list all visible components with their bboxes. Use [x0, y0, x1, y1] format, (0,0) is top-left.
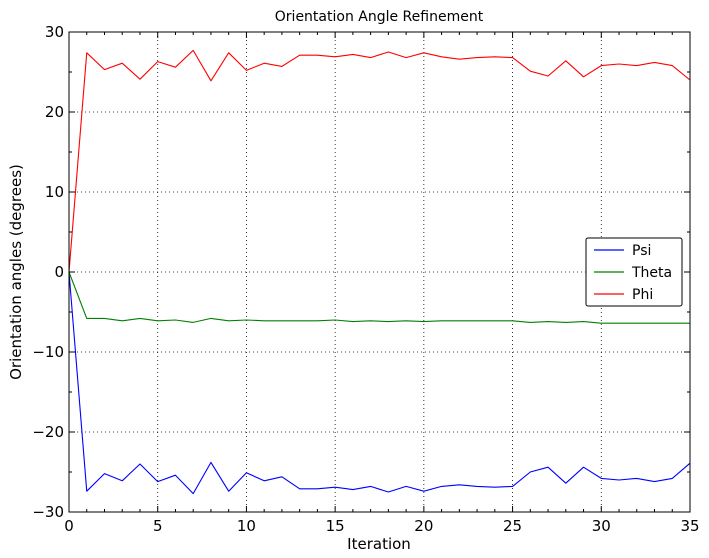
y-tick-label: −30 [32, 503, 64, 521]
y-tick-label: 30 [45, 23, 64, 41]
x-tick-label: 15 [326, 517, 345, 535]
legend-label-psi: Psi [632, 243, 651, 259]
legend-label-phi: Phi [632, 287, 653, 303]
x-tick-label: 35 [680, 517, 699, 535]
y-tick-label: 10 [45, 183, 64, 201]
x-tick-label: 20 [414, 517, 433, 535]
x-tick-label: 25 [503, 517, 522, 535]
series-line-theta [68, 271, 690, 324]
y-tick-label: −20 [32, 423, 64, 441]
x-tick-labels: 0 5 10 15 20 25 30 35 [64, 517, 699, 535]
x-tick-label: 30 [592, 517, 611, 535]
legend-box [585, 237, 683, 307]
x-tick-label: 0 [64, 517, 74, 535]
x-axis-label: Iteration [347, 535, 411, 553]
series-line-psi [68, 271, 691, 495]
y-tick-label: −10 [32, 343, 64, 361]
series-lines [68, 49, 691, 495]
x-tick-label: 10 [237, 517, 256, 535]
legend: Psi Theta Phi [585, 237, 683, 307]
axis-ticks [68, 31, 691, 513]
y-tick-label: 0 [54, 263, 64, 281]
x-tick-label: 5 [153, 517, 163, 535]
y-tick-labels: −30 −20 −10 0 10 20 30 [32, 23, 64, 521]
y-axis-label: Orientation angles (degrees) [7, 164, 25, 380]
y-tick-label: 20 [45, 103, 64, 121]
legend-label-theta: Theta [631, 265, 672, 281]
series-line-phi [68, 49, 691, 273]
chart-title: Orientation Angle Refinement [275, 9, 484, 25]
